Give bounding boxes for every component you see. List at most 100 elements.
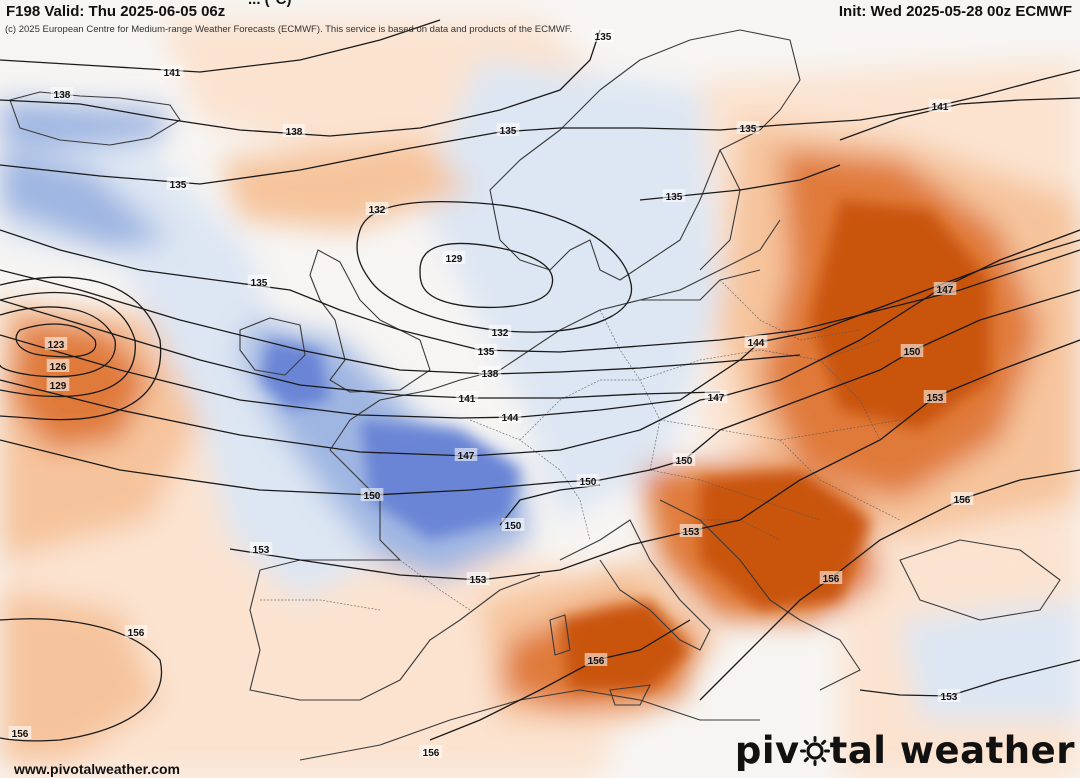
contour-label-bg: [478, 366, 502, 379]
valid-time-label: F198 Valid: Thu 2025-06-05 06z: [6, 3, 226, 20]
north-africa-coast: [299, 689, 760, 761]
contour-label-bg: [744, 335, 768, 348]
contour-label-bg: [498, 410, 522, 423]
contour-labels: 141 138 138 135 135 135 135 135 141 132 129 135 132 1…: [8, 29, 974, 759]
contour-label: 150: [580, 477, 597, 488]
contour-label-bg: [662, 189, 686, 202]
contour-label-bg: [455, 391, 479, 404]
contour-label: 135: [500, 126, 517, 137]
sicily-coast: [609, 684, 651, 706]
contour-147-mid: [0, 229, 1080, 457]
contour-label: 141: [164, 68, 181, 79]
contour-129-west: [0, 291, 136, 398]
coastlines: [9, 29, 1061, 761]
contour-label: 129: [50, 381, 67, 392]
contour-label-bg: [360, 488, 384, 501]
contour-label-bg: [933, 282, 957, 295]
logo-sun-icon: [799, 736, 830, 766]
contour-label-bg: [496, 123, 520, 136]
france-west-coast: [329, 389, 431, 561]
cut-off-title: ... (°C): [248, 0, 292, 8]
contour-label-bg: [50, 87, 74, 100]
logo-text-start: piv: [734, 729, 800, 772]
contour-141-north: [0, 19, 441, 73]
site-url-link[interactable]: www.pivotalweather.com: [14, 761, 180, 777]
contour-label: 147: [937, 285, 954, 296]
contour-156-med: [429, 619, 691, 741]
black-sea-coast: [899, 539, 1061, 621]
contour-label: 153: [941, 692, 958, 703]
contour-label-bg: [928, 99, 952, 112]
contour-label: 138: [482, 369, 499, 380]
contour-label-bg: [8, 726, 32, 739]
contour-label-bg: [736, 121, 760, 134]
contour-label-bg: [166, 177, 190, 190]
contour-label: 156: [588, 656, 605, 667]
sardinia-coast: [549, 614, 571, 656]
contour-label-bg: [937, 689, 961, 702]
contour-label: 156: [423, 748, 440, 759]
init-time-label: Init: Wed 2025-05-28 00z ECMWF: [838, 3, 1072, 20]
contour-156-east: [699, 469, 1080, 701]
contour-label: 138: [286, 127, 303, 138]
contour-label-bg: [584, 653, 608, 666]
contour-label-bg: [160, 65, 184, 78]
contour-label: 153: [683, 527, 700, 538]
contour-123: [15, 323, 97, 358]
contour-label-bg: [819, 571, 843, 584]
contour-label-bg: [704, 390, 728, 403]
contour-144-mid: [0, 239, 1080, 419]
copyright-notice: (c) 2025 European Centre for Medium-rang…: [5, 24, 573, 35]
contour-label: 156: [823, 574, 840, 585]
contour-label-bg: [419, 745, 443, 758]
contour-label-bg: [672, 453, 696, 466]
ireland-coast: [239, 317, 306, 376]
contour-132-low: [356, 200, 633, 333]
contour-label-bg: [249, 542, 273, 555]
contour-label: 141: [932, 102, 949, 113]
contour-label-bg: [679, 524, 703, 537]
contour-138-north: [0, 29, 601, 137]
contour-label-bg: [576, 474, 600, 487]
contour-label-bg: [466, 572, 490, 585]
contour-label-bg: [442, 251, 466, 264]
contour-label: 135: [478, 347, 495, 358]
contour-label-bg: [44, 337, 68, 350]
contour-label: 156: [954, 495, 971, 506]
contour-label-bg: [124, 625, 148, 638]
contour-label: 135: [740, 124, 757, 135]
pivotal-weather-logo: piv tal weather: [735, 729, 1075, 772]
contour-label-bg: [46, 378, 70, 391]
country-borders: [260, 279, 901, 611]
contour-129-low: [419, 242, 554, 309]
contour-label: 132: [492, 328, 509, 339]
contour-label-bg: [900, 344, 924, 357]
contour-label-bg: [501, 518, 525, 531]
contour-label: 147: [458, 451, 475, 462]
contour-138-mid: [0, 269, 801, 375]
contour-141-east: [839, 97, 1080, 141]
logo-text-end: tal weather: [829, 729, 1075, 772]
contour-label: 150: [505, 521, 522, 532]
contour-label: 153: [253, 545, 270, 556]
italy-coast: [559, 519, 711, 651]
contour-label: 156: [12, 729, 29, 740]
contour-label-bg: [454, 448, 478, 461]
contour-label-bg: [488, 325, 512, 338]
contour-135-north: [0, 69, 1080, 185]
height-contours: [0, 19, 1080, 742]
contour-label: 144: [748, 338, 765, 349]
contour-label: 138: [54, 90, 71, 101]
contour-label-bg: [247, 275, 271, 288]
contour-label: 144: [502, 413, 519, 424]
contour-label-bg: [46, 359, 70, 372]
contour-label-bg: [474, 344, 498, 357]
contour-label: 123: [48, 340, 65, 351]
contour-label-bg: [282, 124, 306, 137]
contour-label: 126: [50, 362, 67, 373]
contour-label: 129: [446, 254, 463, 265]
contour-label: 156: [128, 628, 145, 639]
